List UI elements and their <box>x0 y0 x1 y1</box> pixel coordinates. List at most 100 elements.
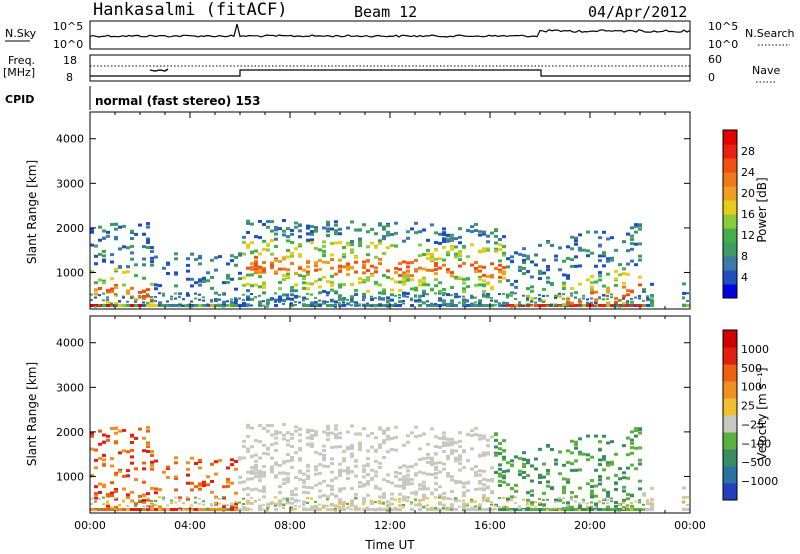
power-cell <box>398 288 402 292</box>
velocity-cell <box>190 509 193 512</box>
nave-dip <box>149 68 169 72</box>
power-cell <box>334 305 337 308</box>
velocity-cell <box>298 470 302 474</box>
velocity-cell <box>482 487 486 491</box>
velocity-cell <box>114 426 118 430</box>
colorbar-swatch <box>723 284 737 299</box>
power-cell <box>646 304 650 307</box>
velocity-cell <box>418 508 422 511</box>
velocity-cell <box>358 444 362 448</box>
velocity-cell <box>238 456 242 460</box>
colorbar-swatch <box>723 449 737 467</box>
power-cell <box>578 264 582 268</box>
velocity-cell <box>558 472 562 476</box>
power-cell <box>390 288 394 292</box>
power-cell <box>222 281 226 285</box>
velocity-cell <box>682 495 686 499</box>
power-cell <box>246 282 250 286</box>
velocity-cell <box>386 450 390 454</box>
velocity-cell <box>110 491 114 495</box>
velocity-cell <box>450 441 454 445</box>
power-cell <box>326 304 330 307</box>
power-cell <box>210 300 213 303</box>
velocity-cell <box>618 509 621 512</box>
velocity-cell <box>230 502 233 505</box>
power-cell <box>322 249 326 253</box>
power-cell <box>262 248 266 252</box>
velocity-cell <box>610 462 614 466</box>
velocity-cell <box>174 496 177 499</box>
power-cell <box>650 294 654 298</box>
power-cell <box>570 264 574 268</box>
power-cell <box>146 304 150 307</box>
velocity-cell <box>518 456 522 460</box>
velocity-cell <box>186 481 190 485</box>
power-cell <box>366 278 370 282</box>
power-cell <box>178 292 182 296</box>
power-cell <box>390 298 394 302</box>
velocity-cell <box>422 457 426 461</box>
power-cell <box>122 295 125 298</box>
power-cell <box>194 257 198 261</box>
power-cell <box>354 270 358 274</box>
velocity-cell <box>238 501 241 504</box>
velocity-cell <box>246 425 250 429</box>
power-cell <box>158 284 162 288</box>
power-cell <box>442 263 446 267</box>
velocity-cell <box>146 497 149 500</box>
power-cell <box>206 303 209 306</box>
velocity-cell <box>410 491 414 495</box>
power-cell <box>342 296 346 300</box>
velocity-cell <box>398 466 402 470</box>
power-cell <box>422 289 426 293</box>
velocity-cell <box>362 427 366 431</box>
velocity-cell <box>262 504 265 507</box>
velocity-cell <box>406 477 410 481</box>
power-cell <box>422 302 425 305</box>
power-cell <box>206 271 210 275</box>
velocity-cell <box>682 508 686 511</box>
power-cell <box>458 257 462 261</box>
power-cell <box>434 278 438 282</box>
power-cell <box>406 230 410 234</box>
power-cell <box>94 296 97 299</box>
power-cell <box>570 286 574 290</box>
power-cell <box>266 220 270 224</box>
velocity-cell <box>286 499 289 502</box>
velocity-cell <box>630 438 634 442</box>
colorbar-swatch <box>723 256 737 271</box>
velocity-cell <box>126 504 129 507</box>
power-cell <box>638 227 642 231</box>
velocity-cell <box>98 429 102 433</box>
velocity-cell <box>286 439 290 443</box>
velocity-cell <box>250 501 254 505</box>
velocity-cell <box>682 486 686 490</box>
power-cell <box>338 267 342 271</box>
power-cell <box>110 302 113 305</box>
velocity-cell <box>502 448 506 452</box>
velocity-cell <box>194 485 198 489</box>
power-cell <box>190 304 194 307</box>
velocity-cell <box>482 451 486 455</box>
velocity-cell <box>382 495 386 499</box>
velocity-cell <box>150 500 153 503</box>
velocity-cell <box>326 438 330 442</box>
velocity-cell <box>270 456 274 460</box>
power-cell <box>458 227 462 231</box>
velocity-cell <box>94 508 98 511</box>
velocity-cell <box>406 473 410 477</box>
power-cell <box>638 297 641 300</box>
power-cell <box>330 258 334 262</box>
velocity-cell <box>142 436 146 440</box>
velocity-cell <box>346 447 350 451</box>
power-cell <box>146 240 150 244</box>
power-cell <box>290 304 293 307</box>
power-cell <box>682 282 686 286</box>
power-cell <box>470 304 474 307</box>
velocity-cell <box>434 482 438 486</box>
velocity-cell <box>362 499 366 503</box>
velocity-cell <box>410 465 414 469</box>
velocity-cell <box>582 501 585 504</box>
velocity-cell <box>98 498 101 501</box>
power-cell <box>510 294 513 297</box>
